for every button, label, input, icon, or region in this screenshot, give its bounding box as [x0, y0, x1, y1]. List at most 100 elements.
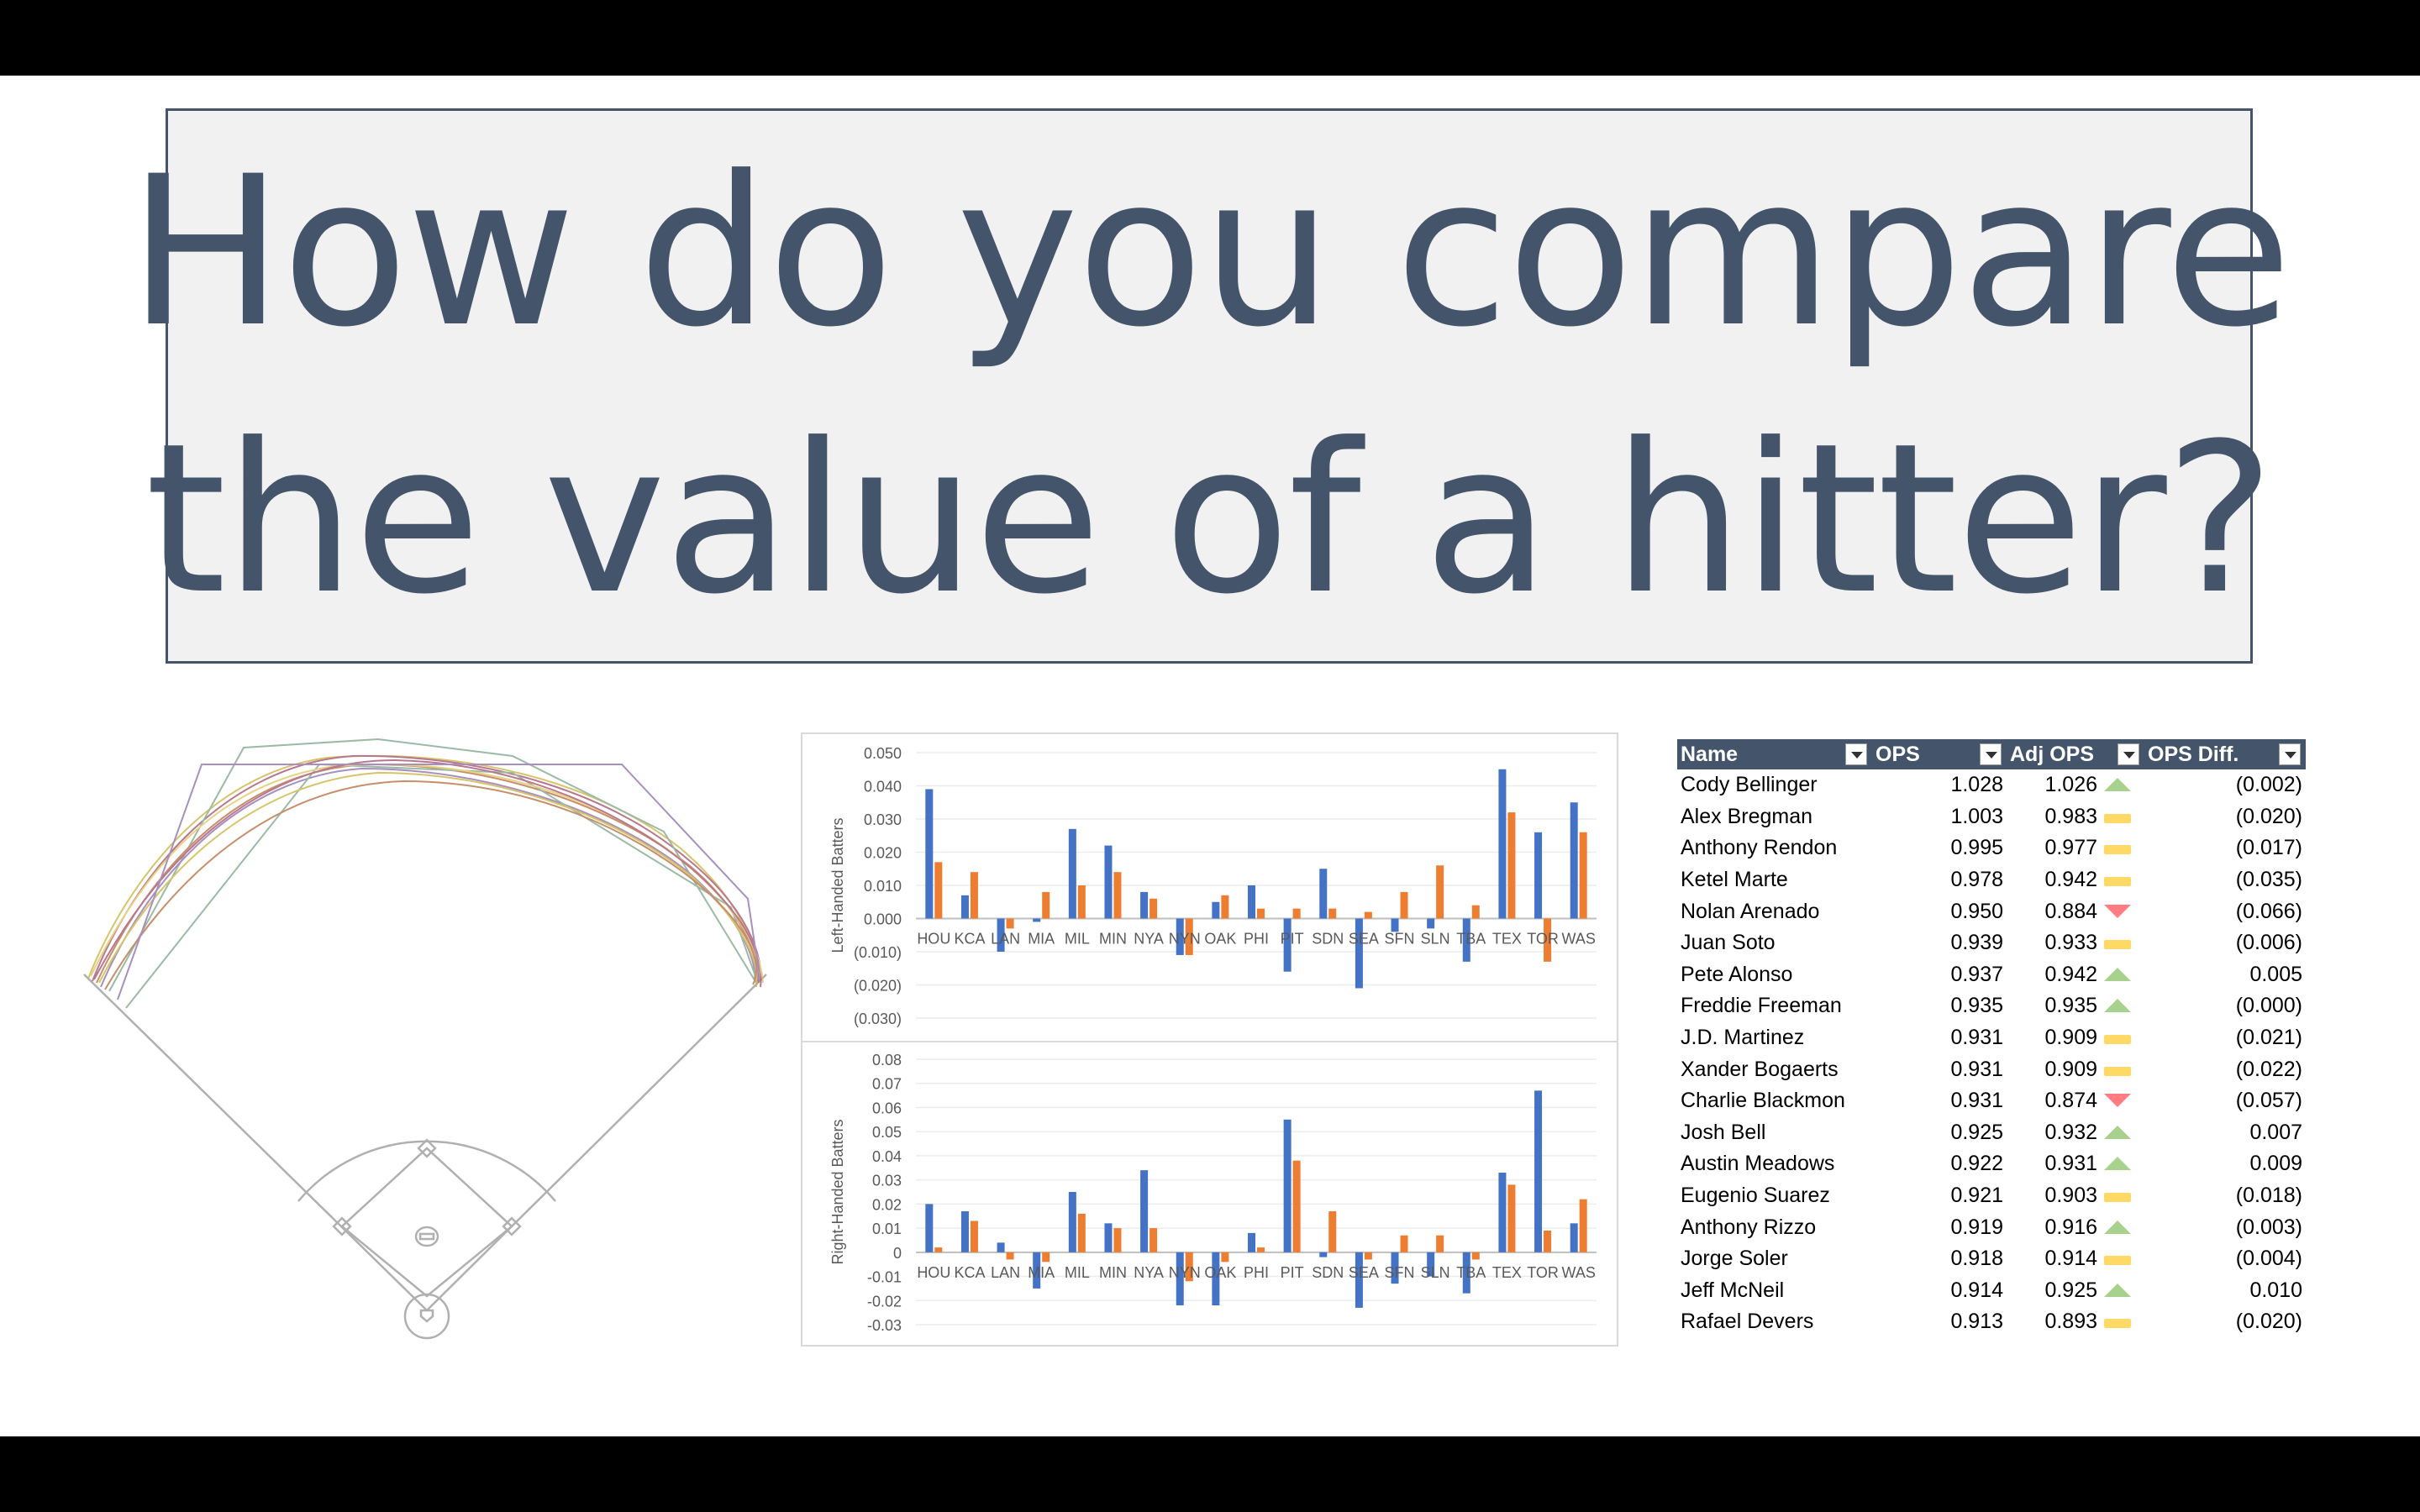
adj-ops-cell: 0.933 — [2044, 931, 2097, 955]
header-ops[interactable]: OPS — [1872, 739, 2007, 769]
bar — [1033, 918, 1041, 922]
ops-cell: 0.925 — [1950, 1120, 2003, 1144]
player-name-cell: Cody Bellinger — [1681, 773, 1818, 797]
bar — [1462, 918, 1470, 962]
table-row[interactable]: Austin Meadows 0.922 0.931 0.009 — [1677, 1148, 2306, 1180]
filter-dropdown-icon[interactable] — [2279, 743, 2301, 765]
table-row[interactable]: Freddie Freeman 0.935 0.935 (0.000) — [1677, 990, 2306, 1022]
ops-diff-cell: (0.020) — [2235, 804, 2302, 828]
bar — [1176, 918, 1184, 955]
x-category-label: PIT — [1281, 931, 1304, 948]
bar — [934, 1247, 943, 1252]
right-foul-line — [426, 974, 767, 1311]
header-ops-diff[interactable]: OPS Diff. — [2144, 739, 2306, 769]
bar — [960, 895, 969, 919]
ops-cell: 0.931 — [1950, 1026, 2003, 1050]
table-row[interactable]: J.D. Martinez 0.931 0.909 (0.021) — [1677, 1022, 2306, 1054]
y-tick-label: 0.050 — [864, 745, 902, 762]
up-triangle-icon — [2104, 1220, 2131, 1234]
indicator — [2101, 769, 2144, 801]
ops-table: Name OPS Adj OPS OPS Diff. Cody Bellinge… — [1677, 739, 2306, 1338]
player-name-cell: Juan Soto — [1681, 931, 1776, 955]
ops-diff-cell: (0.035) — [2235, 868, 2302, 892]
player-name-cell: Nolan Arenado — [1681, 899, 1820, 923]
bar — [1579, 832, 1587, 919]
bar — [1257, 908, 1265, 919]
y-tick-label: 0.01 — [872, 1221, 902, 1237]
y-tick-label: -0.03 — [867, 1317, 902, 1334]
top-letterbox — [0, 0, 2420, 76]
header-ops-label: OPS — [1876, 742, 1920, 766]
adj-ops-cell: 0.884 — [2044, 899, 2097, 923]
adj-ops-cell: 0.909 — [2044, 1026, 2097, 1050]
x-category-label: SDN — [1312, 1264, 1344, 1281]
table-row[interactable]: Rafael Devers 0.913 0.893 (0.020) — [1677, 1306, 2306, 1338]
x-category-label: KCA — [954, 1264, 985, 1281]
table-row[interactable]: Pete Alonso 0.937 0.942 0.005 — [1677, 959, 2306, 991]
header-name[interactable]: Name — [1677, 739, 1872, 769]
table-row[interactable]: Anthony Rizzo 0.919 0.916 (0.003) — [1677, 1211, 2306, 1243]
filter-dropdown-icon[interactable] — [1980, 743, 2002, 765]
table-row[interactable]: Charlie Blackmon 0.931 0.874 (0.057) — [1677, 1085, 2306, 1117]
ops-diff-cell: 0.009 — [2249, 1152, 2302, 1176]
adj-ops-cell: 0.909 — [2044, 1057, 2097, 1081]
bar — [1471, 905, 1480, 919]
indicator — [2101, 1306, 2144, 1338]
flat-bar-icon — [2104, 940, 2131, 950]
table-row[interactable]: Anthony Rendon 0.995 0.977 (0.017) — [1677, 832, 2306, 864]
table-row[interactable]: Jorge Soler 0.918 0.914 (0.004) — [1677, 1243, 2306, 1275]
indicator — [2101, 1243, 2144, 1275]
bar — [1104, 845, 1113, 919]
adj-ops-cell: 0.893 — [2044, 1310, 2097, 1334]
bar — [1328, 908, 1337, 919]
filter-dropdown-icon[interactable] — [1845, 743, 1867, 765]
x-category-label: SEA — [1349, 931, 1379, 948]
up-triangle-icon — [2104, 1283, 2131, 1297]
x-category-label: NYA — [1134, 1264, 1164, 1281]
y-tick-label: (0.020) — [854, 978, 902, 995]
indicator — [2101, 1085, 2144, 1117]
filter-dropdown-icon[interactable] — [2118, 743, 2139, 765]
table-row[interactable]: Josh Bell 0.925 0.932 0.007 — [1677, 1117, 2306, 1149]
x-category-label: SDN — [1312, 931, 1344, 948]
bar — [1570, 1223, 1578, 1252]
bar — [1292, 1160, 1301, 1252]
bar — [1140, 1170, 1149, 1252]
ops-diff-cell: (0.017) — [2235, 836, 2302, 860]
bar — [1355, 918, 1363, 989]
table-row[interactable]: Nolan Arenado 0.950 0.884 (0.066) — [1677, 895, 2306, 927]
second-base — [417, 1138, 437, 1158]
bar — [1212, 901, 1220, 919]
table-row[interactable]: Eugenio Suarez 0.921 0.903 (0.018) — [1677, 1180, 2306, 1212]
y-tick-label: 0.040 — [864, 779, 902, 795]
table-row[interactable]: Xander Bogaerts 0.931 0.909 (0.022) — [1677, 1053, 2306, 1085]
flat-bar-icon — [2104, 845, 2131, 855]
ops-cell: 0.921 — [1950, 1184, 2003, 1208]
y-tick-label: -0.02 — [867, 1293, 902, 1310]
table-row[interactable]: Jeff McNeil 0.914 0.925 0.010 — [1677, 1275, 2306, 1307]
table-row[interactable]: Cody Bellinger 1.028 1.026 (0.002) — [1677, 769, 2306, 801]
table-row[interactable]: Juan Soto 0.939 0.933 (0.006) — [1677, 927, 2306, 959]
ops-cell: 0.931 — [1950, 1089, 2003, 1113]
down-triangle-icon — [2104, 1094, 2131, 1108]
infield-diamond — [340, 1147, 513, 1298]
ops-cell: 0.950 — [1950, 899, 2003, 923]
bar — [1364, 911, 1372, 919]
indicator — [2101, 832, 2144, 864]
table-row[interactable]: Alex Bregman 1.003 0.983 (0.020) — [1677, 801, 2306, 833]
x-category-label: HOU — [917, 1264, 950, 1281]
bar — [1507, 812, 1516, 919]
bar — [1292, 908, 1301, 919]
y-tick-label: 0.010 — [864, 878, 902, 895]
indicator — [2101, 1117, 2144, 1149]
y-axis-label: Left-Handed Batters — [829, 817, 846, 953]
header-adj-ops[interactable]: Adj OPS — [2007, 739, 2144, 769]
bar — [1427, 1252, 1435, 1277]
up-triangle-icon — [2104, 967, 2131, 981]
pitchers-mound — [414, 1226, 439, 1247]
x-category-label: NYN — [1169, 931, 1201, 948]
header-name-label: Name — [1681, 742, 1739, 766]
flat-bar-icon — [2104, 877, 2131, 887]
ops-cell: 0.922 — [1950, 1152, 2003, 1176]
table-row[interactable]: Ketel Marte 0.978 0.942 (0.035) — [1677, 864, 2306, 896]
